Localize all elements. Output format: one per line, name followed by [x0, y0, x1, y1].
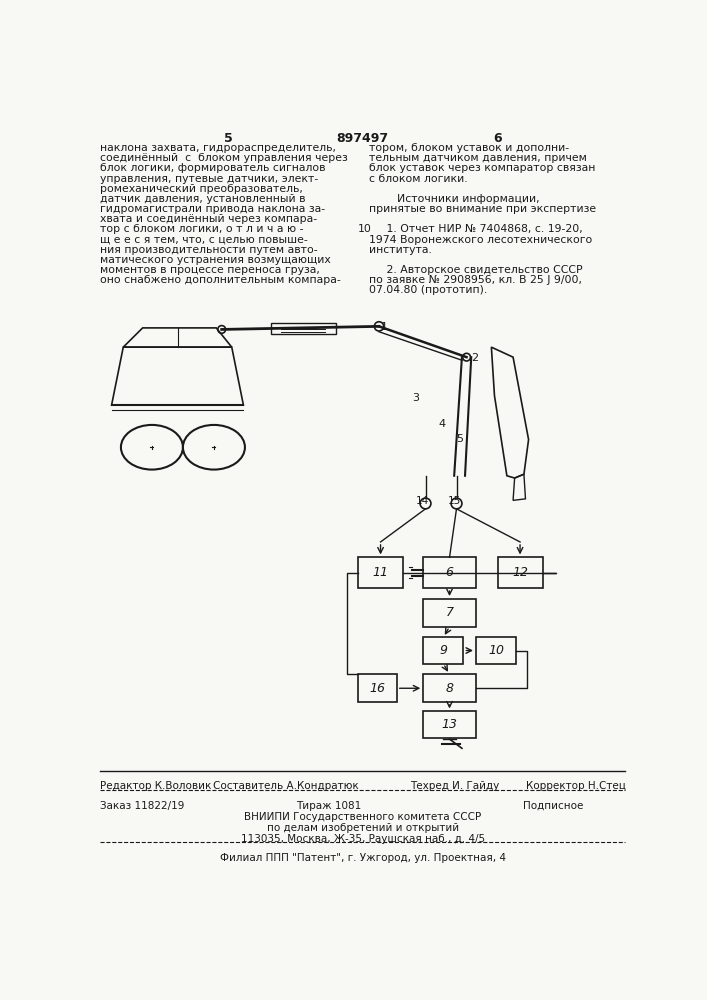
- Text: щ е е с я тем, что, с целью повыше-: щ е е с я тем, что, с целью повыше-: [100, 235, 308, 245]
- Text: принятые во внимание при экспертизе: принятые во внимание при экспертизе: [369, 204, 596, 214]
- Text: моментов в процессе переноса груза,: моментов в процессе переноса груза,: [100, 265, 320, 275]
- Text: 4: 4: [438, 419, 446, 429]
- Text: хвата и соединённый через компара-: хвата и соединённый через компара-: [100, 214, 317, 224]
- Text: оно снабжено дополнительным компара-: оно снабжено дополнительным компара-: [100, 275, 341, 285]
- Text: института.: института.: [369, 245, 432, 255]
- Text: 5: 5: [457, 434, 464, 444]
- Text: с блоком логики.: с блоком логики.: [369, 174, 467, 184]
- Text: Подписное: Подписное: [523, 801, 583, 811]
- Text: матического устранения возмущающих: матического устранения возмущающих: [100, 255, 331, 265]
- Text: 897497: 897497: [337, 132, 389, 145]
- Text: Редактор К.Воловик: Редактор К.Воловик: [100, 781, 211, 791]
- Text: Заказ 11822/19: Заказ 11822/19: [100, 801, 185, 811]
- Text: соединённый  с  блоком управления через: соединённый с блоком управления через: [100, 153, 348, 163]
- Text: 14: 14: [416, 496, 428, 506]
- Bar: [358, 674, 397, 702]
- Text: 113035, Москва, Ж-35, Раушская наб., д. 4/5: 113035, Москва, Ж-35, Раушская наб., д. …: [240, 834, 485, 844]
- Text: гидромагистрали привода наклона за-: гидромагистрали привода наклона за-: [100, 204, 325, 214]
- Bar: [423, 599, 476, 627]
- Text: 12: 12: [512, 566, 528, 579]
- Text: управления, путевые датчики, элект-: управления, путевые датчики, элект-: [100, 174, 318, 184]
- Text: 16: 16: [370, 682, 385, 695]
- Text: наклона захвата, гидрораспределитель,: наклона захвата, гидрораспределитель,: [100, 143, 336, 153]
- Text: 6: 6: [445, 566, 453, 579]
- Text: блок логики, формирователь сигналов: блок логики, формирователь сигналов: [100, 163, 325, 173]
- Bar: [498, 557, 542, 588]
- Text: ромеханический преобразователь,: ромеханический преобразователь,: [100, 184, 303, 194]
- Text: Техред И. Гайду: Техред И. Гайду: [410, 781, 499, 791]
- Text: по делам изобретений и открытий: по делам изобретений и открытий: [267, 823, 459, 833]
- Text: 6: 6: [493, 132, 502, 145]
- Text: 2: 2: [472, 353, 479, 363]
- Text: тельным датчиком давления, причем: тельным датчиком давления, причем: [369, 153, 587, 163]
- Text: 13: 13: [442, 718, 457, 731]
- Text: Составитель А.Кондратюк: Составитель А.Кондратюк: [213, 781, 359, 791]
- Text: 10: 10: [488, 644, 504, 657]
- Text: блок уставок через компаратор связан: блок уставок через компаратор связан: [369, 163, 595, 173]
- Text: 07.04.80 (прототип).: 07.04.80 (прототип).: [369, 285, 487, 295]
- Bar: [423, 637, 464, 664]
- Text: 3: 3: [412, 393, 419, 403]
- Bar: [476, 637, 516, 664]
- Text: ВНИИПИ Государственного комитета СССР: ВНИИПИ Государственного комитета СССР: [244, 812, 481, 822]
- Text: Источники информации,: Источники информации,: [369, 194, 539, 204]
- Text: Корректор Н.Стец: Корректор Н.Стец: [526, 781, 626, 791]
- Bar: [423, 674, 476, 702]
- Bar: [271, 323, 337, 334]
- Text: ния производительности путем авто-: ния производительности путем авто-: [100, 245, 317, 255]
- Text: 7: 7: [445, 606, 453, 619]
- Bar: [423, 557, 476, 588]
- Text: 1974 Воронежского лесотехнического: 1974 Воронежского лесотехнического: [369, 235, 592, 245]
- Text: датчик давления, установленный в: датчик давления, установленный в: [100, 194, 305, 204]
- Text: 10: 10: [358, 224, 372, 234]
- Text: 15: 15: [448, 496, 461, 506]
- Text: тор с блоком логики, о т л и ч а ю -: тор с блоком логики, о т л и ч а ю -: [100, 224, 303, 234]
- Text: 8: 8: [445, 682, 453, 695]
- Bar: [358, 557, 403, 588]
- Bar: [423, 711, 476, 738]
- Text: 9: 9: [439, 644, 448, 657]
- Text: 1: 1: [381, 322, 388, 332]
- Text: тором, блоком уставок и дополни-: тором, блоком уставок и дополни-: [369, 143, 569, 153]
- Text: по заявке № 2908956, кл. В 25 J 9/00,: по заявке № 2908956, кл. В 25 J 9/00,: [369, 275, 582, 285]
- Text: Филиал ППП "Патент", г. Ужгород, ул. Проектная, 4: Филиал ППП "Патент", г. Ужгород, ул. Про…: [220, 853, 506, 863]
- Text: 5: 5: [223, 132, 233, 145]
- Text: 1. Отчет НИР № 7404868, с. 19-20,: 1. Отчет НИР № 7404868, с. 19-20,: [369, 224, 583, 234]
- Text: Тираж 1081: Тираж 1081: [296, 801, 361, 811]
- Text: 11: 11: [373, 566, 389, 579]
- Text: 2. Авторское свидетельство СССР: 2. Авторское свидетельство СССР: [369, 265, 583, 275]
